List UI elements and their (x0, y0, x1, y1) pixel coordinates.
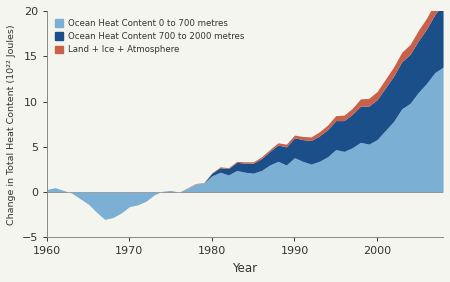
Legend: Ocean Heat Content 0 to 700 metres, Ocean Heat Content 700 to 2000 metres, Land : Ocean Heat Content 0 to 700 metres, Ocea… (51, 15, 248, 58)
X-axis label: Year: Year (232, 262, 257, 275)
Y-axis label: Change in Total Heat Content (10²² Joules): Change in Total Heat Content (10²² Joule… (7, 24, 16, 224)
